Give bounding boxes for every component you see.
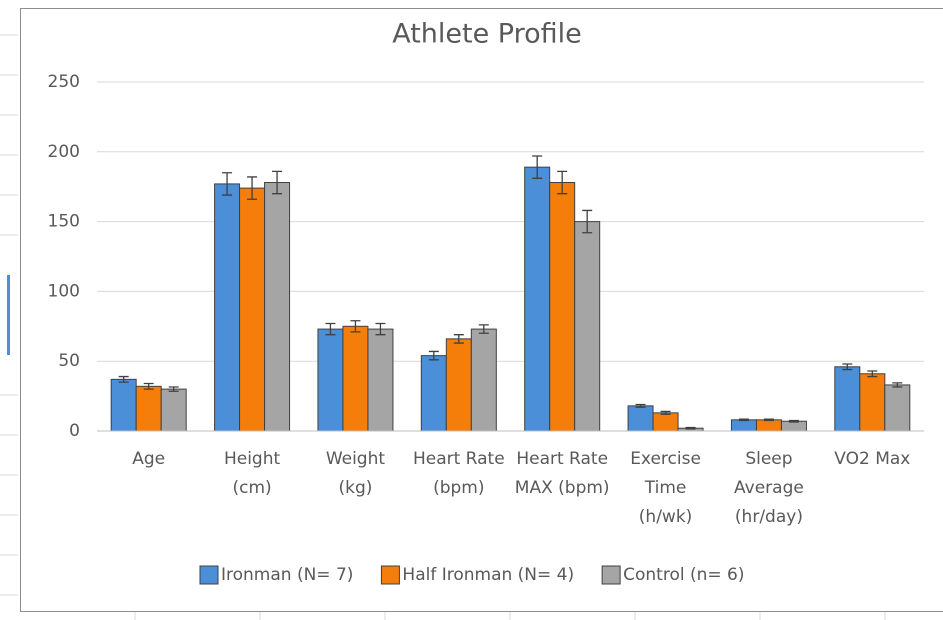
bar (730, 419, 757, 432)
bar (470, 328, 497, 432)
legend-swatch (380, 565, 400, 585)
bar (342, 325, 369, 432)
bar (859, 373, 886, 432)
x-tick-label: Sleep Average (hr/day) (734, 449, 804, 527)
bar (574, 221, 601, 432)
error-bar (143, 382, 154, 390)
legend-label: Half Ironman (N= 4) (402, 565, 574, 585)
error-bar (168, 386, 179, 392)
error-bar (453, 334, 464, 344)
x-tick-label: Exercise Time (h/wk) (630, 449, 701, 527)
y-tick-label: 0 (69, 421, 80, 441)
legend-swatch (199, 565, 219, 585)
y-tick-label: 150 (48, 212, 80, 232)
bar (627, 405, 654, 432)
y-tick-label: 200 (48, 142, 80, 162)
bar (834, 366, 861, 432)
y-tick-label: 50 (58, 351, 80, 371)
bar (652, 412, 679, 432)
error-bar (272, 170, 283, 195)
bar (524, 166, 551, 432)
bar (135, 385, 162, 432)
error-bar (247, 176, 258, 200)
chart-title: Athlete Profile (392, 19, 582, 50)
error-bar (788, 419, 799, 423)
error-bar (118, 375, 129, 383)
x-tick-label: Heart Rate MAX (bpm) (514, 449, 610, 498)
bar (160, 388, 187, 432)
x-tick-label: Weight (kg) (325, 449, 386, 498)
error-bar (478, 324, 489, 334)
bar (317, 328, 344, 432)
error-bar (842, 363, 853, 371)
bar (239, 187, 266, 432)
legend-swatch (601, 565, 621, 585)
error-bar (738, 418, 749, 422)
error-bar (582, 209, 593, 234)
error-bar (222, 172, 233, 196)
sheet-gridlines (0, 34, 886, 620)
error-bar (428, 350, 439, 361)
bar (214, 183, 241, 432)
y-tick-label: 250 (48, 72, 80, 92)
x-tick-label: Age (132, 449, 166, 469)
x-tick-label: Heart Rate (bpm) (412, 449, 505, 498)
bar (755, 419, 782, 432)
bar (420, 355, 447, 432)
bar (445, 338, 472, 432)
error-bar (892, 382, 903, 388)
error-bar (557, 170, 568, 195)
chart-frame (20, 8, 943, 612)
legend-label: Control (n= 6) (623, 565, 744, 585)
x-tick-label: Height (cm) (223, 449, 281, 498)
error-bar (325, 322, 336, 336)
selection-marker (7, 275, 10, 355)
error-bar (350, 320, 361, 333)
bar (780, 420, 807, 432)
error-bar (685, 426, 696, 430)
error-bar (532, 155, 543, 179)
bar (110, 378, 137, 432)
error-bar (763, 418, 774, 422)
bar (549, 182, 576, 432)
bar (264, 182, 291, 432)
error-bar (660, 410, 671, 415)
legend-label: Ironman (N= 7) (221, 565, 353, 585)
error-bar (867, 370, 878, 378)
x-tick-label: VO2 Max (834, 449, 911, 469)
y-tick-label: 100 (48, 281, 80, 301)
error-bar (375, 322, 386, 336)
bar (367, 328, 394, 432)
error-bar (635, 403, 646, 408)
bar (884, 384, 911, 432)
